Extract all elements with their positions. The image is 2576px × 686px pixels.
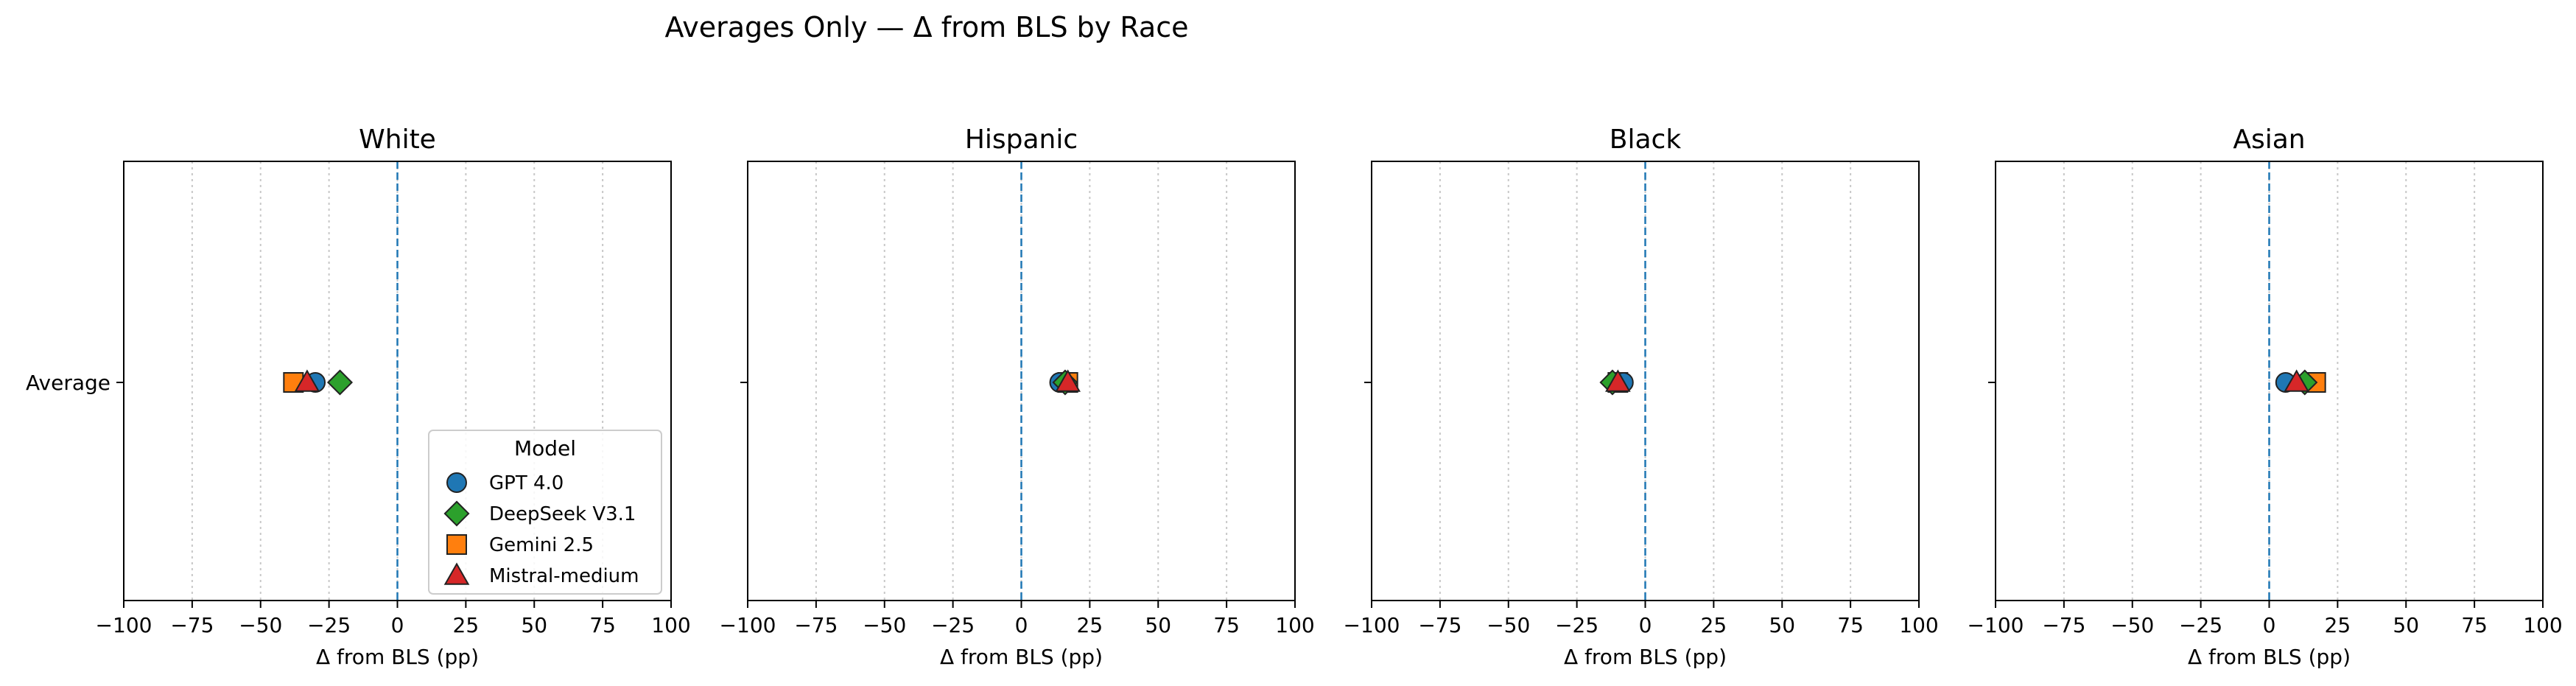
panel-title: White [359,125,436,155]
x-tick-label: 75 [2461,613,2488,637]
y-tick-label: Average [26,371,110,395]
x-tick-label: −50 [1487,613,1530,637]
x-tick-label: −75 [170,613,214,637]
point-mistral-medium-white [294,369,320,392]
x-tick-label: −100 [96,613,152,637]
x-tick-label: 100 [651,613,690,637]
x-tick-label: −25 [2179,613,2222,637]
x-axis-label: Δ from BLS (pp) [316,645,479,669]
panel-title: Hispanic [965,125,1078,155]
x-tick-label: 0 [1015,613,1028,637]
x-tick-label: 100 [2523,613,2562,637]
x-tick-label: 75 [1837,613,1864,637]
x-tick-label: −75 [2042,613,2085,637]
point-mistral-medium-hispanic [1055,369,1081,392]
x-tick-label: −50 [2110,613,2154,637]
point-mistral-medium-asian [2284,369,2309,392]
x-tick-label: 0 [391,613,404,637]
panel-hispanic: Hispanic −100 −75 −50 −25 0 25 50 75 100 Δ from BL… [720,125,1315,669]
x-tick-label: −25 [1555,613,1598,637]
legend-marker-mistral-medium [443,562,470,585]
x-tick-label: 50 [521,613,547,637]
legend: Model GPT 4.0 DeepSeek V3.1 Gemini 2.5 Mistr… [428,430,662,595]
point-mistral-medium-black [1605,369,1631,392]
x-tick-label: 50 [1769,613,1795,637]
x-axis-label: Δ from BLS (pp) [2188,645,2351,669]
panel-title: Black [1610,125,1682,155]
legend-title: Model [514,436,576,461]
legend-marker-gemini-2-5 [446,534,467,555]
x-tick-label: −75 [794,613,838,637]
legend-frame [428,430,662,595]
legend-label-mistral-medium: Mistral-medium [489,565,639,587]
figure-title: Averages Only — Δ from BLS by Race [665,11,1189,43]
x-tick-label: 75 [589,613,616,637]
legend-marker-gpt-4-0 [446,472,467,493]
x-tick-label: −100 [720,613,776,637]
panel-black: Black −100 −75 −50 −25 0 25 50 75 100 Δ from BLS (… [1344,125,1939,669]
x-tick-label: −25 [307,613,351,637]
panels: White −100 −75 −50 −25 0 25 50 75 100 Δ from BLS (… [26,125,2563,669]
panel-title: Asian [2233,125,2305,155]
point-deepseek-v3-1-white [326,369,354,396]
panel-white: White −100 −75 −50 −25 0 25 50 75 100 Δ from BLS (… [26,125,691,669]
legend-marker-deepseek-v3-1 [443,500,470,527]
x-tick-label: 100 [1275,613,1314,637]
x-tick-label: −100 [1968,613,2024,637]
x-tick-label: −75 [1418,613,1461,637]
x-tick-label: 25 [2325,613,2351,637]
x-tick-label: −50 [863,613,906,637]
x-tick-label: 25 [1701,613,1727,637]
x-tick-label: 0 [1639,613,1652,637]
legend-label-gemini-2-5: Gemini 2.5 [489,534,594,556]
x-tick-label: −50 [239,613,282,637]
x-axis-label: Δ from BLS (pp) [940,645,1103,669]
x-tick-label: 25 [453,613,480,637]
x-tick-label: 25 [1077,613,1103,637]
legend-label-gpt-4-0: GPT 4.0 [489,472,564,494]
legend-label-deepseek-v3-1: DeepSeek V3.1 [489,503,636,525]
x-tick-label: 50 [2393,613,2419,637]
x-tick-label: 50 [1145,613,1171,637]
x-tick-label: 100 [1899,613,1938,637]
x-tick-label: −25 [931,613,975,637]
x-tick-label: 75 [1213,613,1240,637]
x-tick-label: 0 [2263,613,2276,637]
x-tick-label: −100 [1344,613,1400,637]
x-axis-label: Δ from BLS (pp) [1564,645,1727,669]
panel-asian: Asian −100 −75 −50 −25 0 25 50 75 100 Δ from BLS (… [1968,125,2563,669]
